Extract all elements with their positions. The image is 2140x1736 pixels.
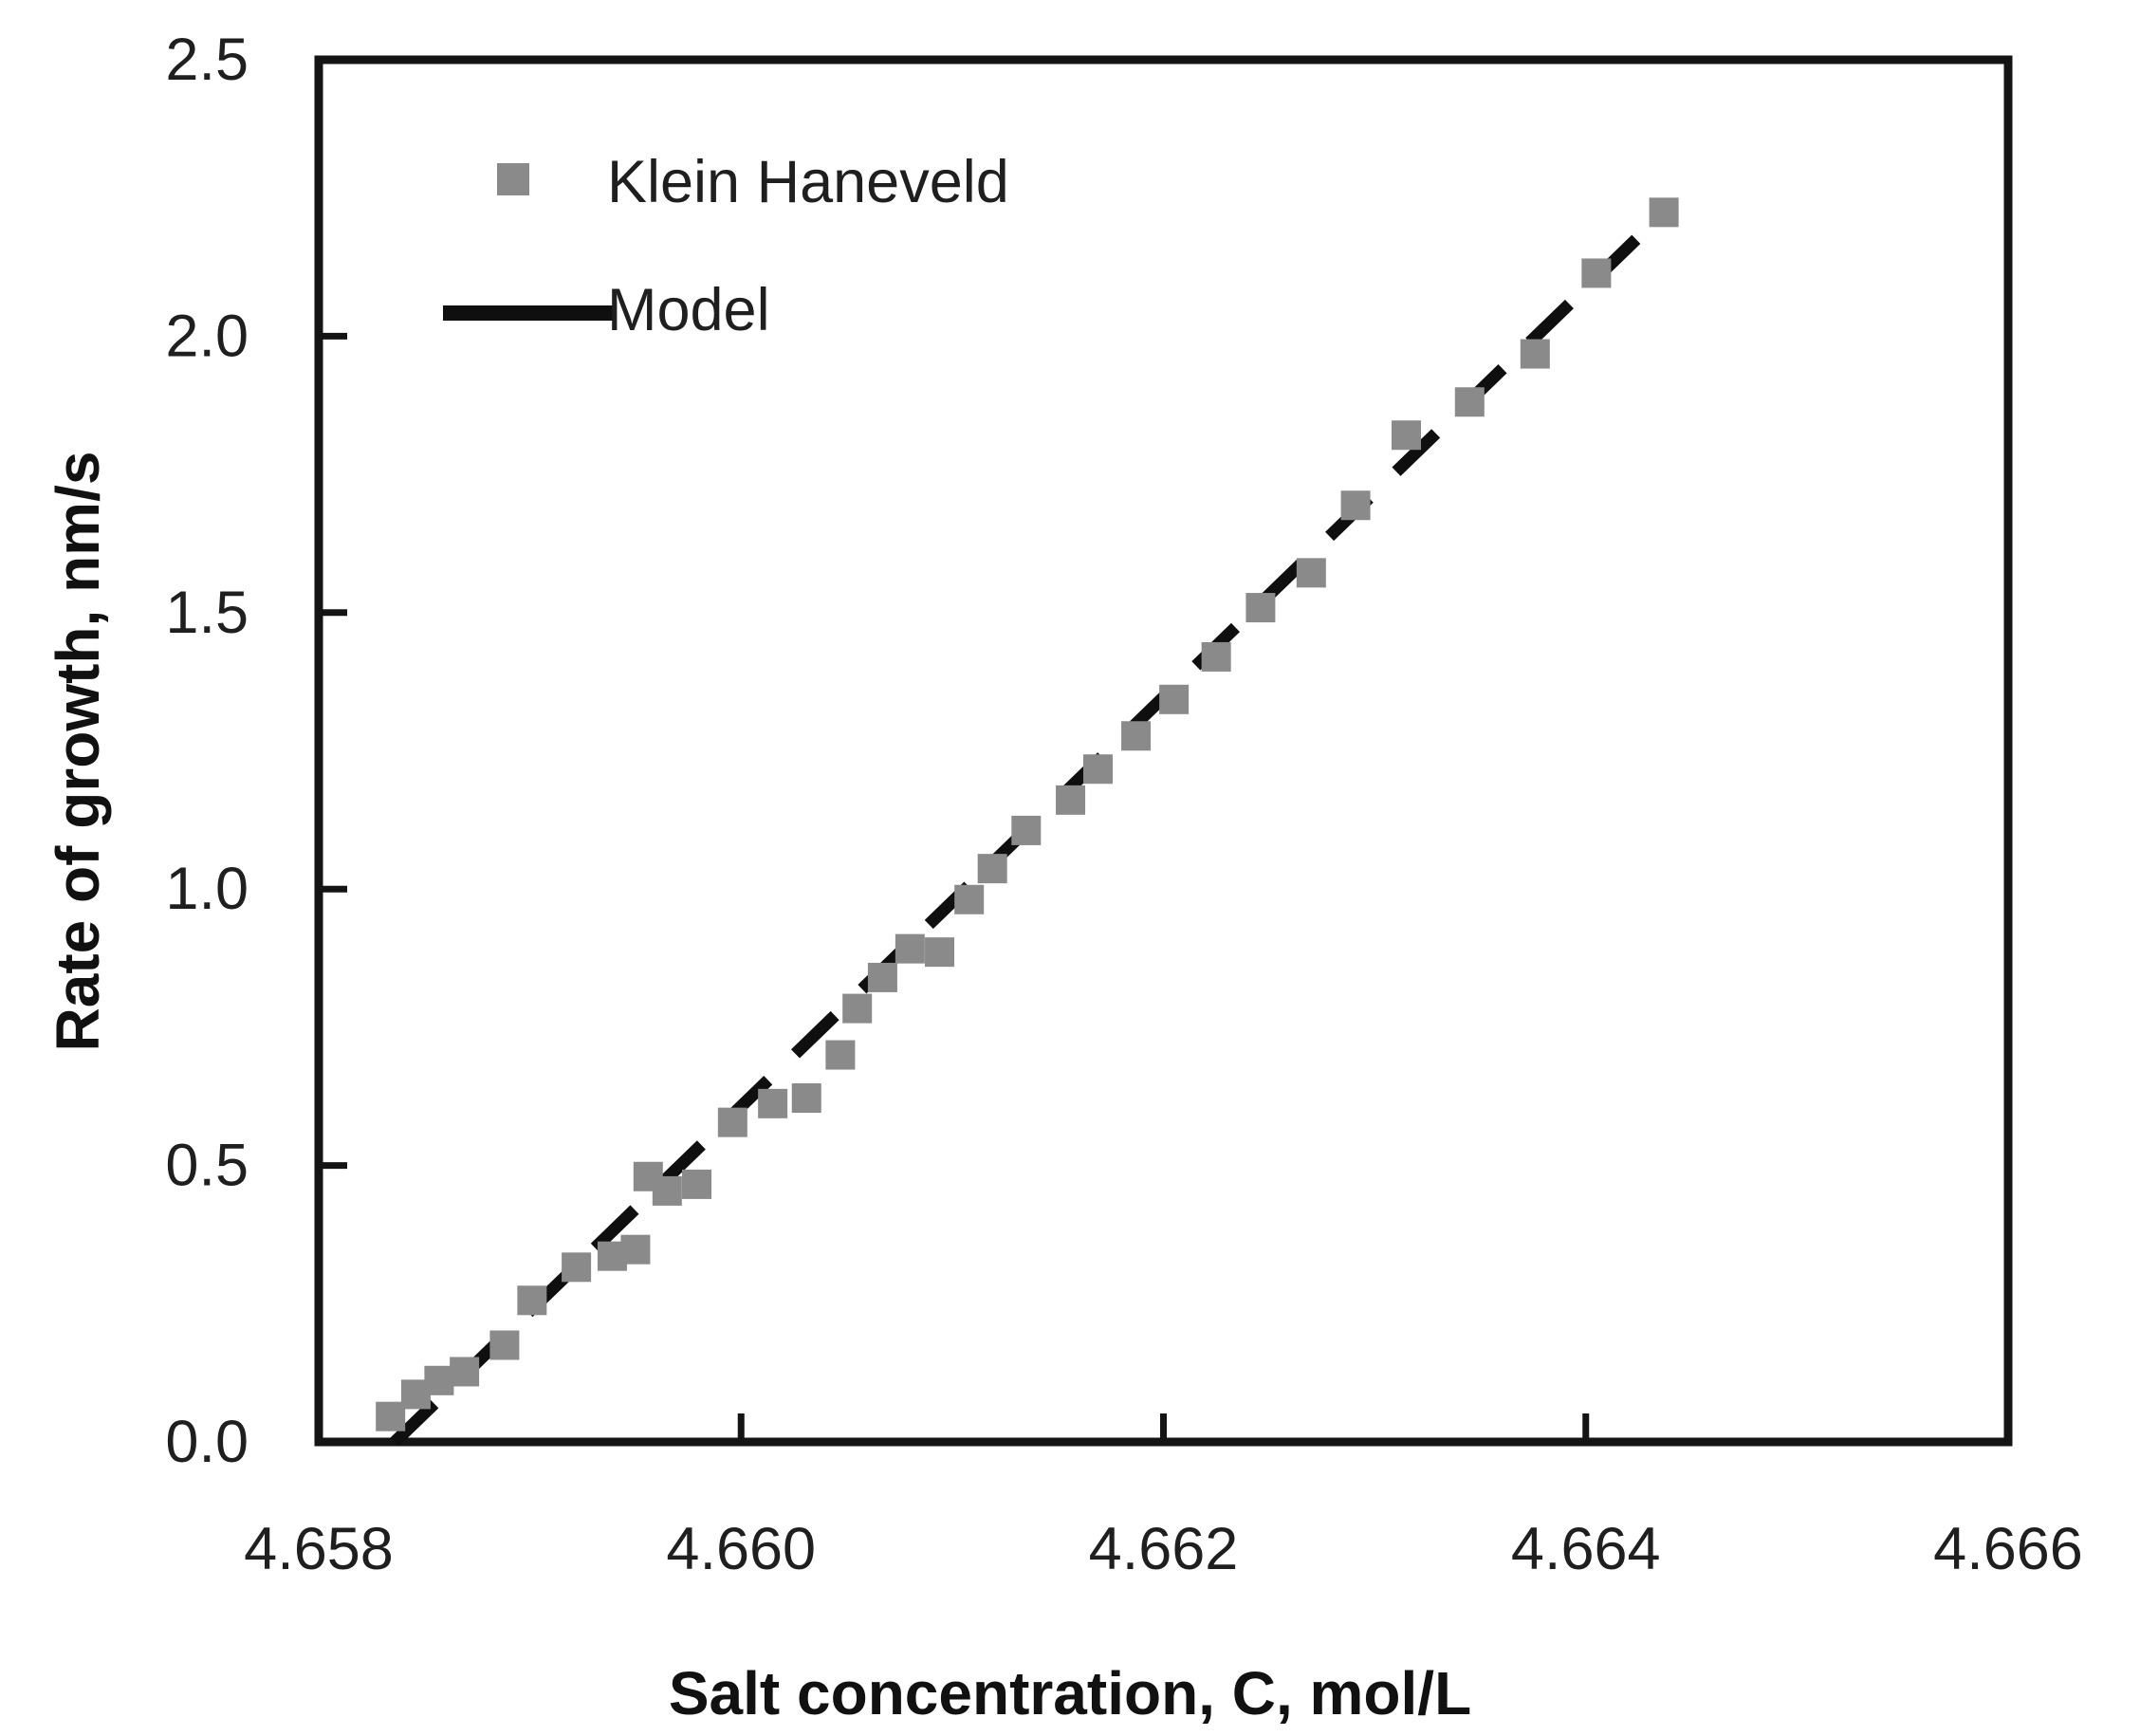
y-tick-label: 0.5 [165,1133,249,1199]
x-axis-tick-labels: 4.658 4.660 4.662 4.664 4.666 [244,1516,2083,1582]
legend-label-klein-haneveld: Klein Haneveld [607,149,1009,215]
data-point-marker [1392,420,1422,451]
data-point-marker [1121,721,1152,751]
x-axis-ticks [737,1413,1590,1438]
data-point-marker [1340,490,1371,521]
scatter-series [376,197,1679,1431]
data-point-marker [1520,339,1550,369]
data-point-marker [954,884,985,914]
data-point-marker [1159,684,1190,714]
data-point-marker [825,1040,856,1070]
data-point-marker [791,1082,821,1113]
data-point-marker [1011,815,1042,845]
data-point-marker [925,937,955,968]
y-axis-ticks [323,332,347,1170]
data-point-marker [1454,387,1485,417]
data-point-marker [620,1234,651,1265]
x-tick-label: 4.666 [1933,1516,2083,1582]
legend-label-model: Model [607,277,770,343]
data-point-marker [1296,558,1326,588]
data-point-marker [681,1169,711,1199]
x-tick-label: 4.662 [1089,1516,1239,1582]
x-tick-label: 4.664 [1511,1516,1661,1582]
data-point-marker [842,993,873,1024]
data-point-marker [895,933,925,964]
y-tick-label: 1.5 [165,580,249,646]
data-point-marker [1056,785,1086,815]
data-point-marker [977,854,1007,884]
y-axis-tick-labels: 0.0 0.5 1.0 1.5 2.0 2.5 [165,27,249,1475]
data-point-marker [450,1357,480,1387]
x-axis-title: Salt concentration, C, mol/L [669,1659,1471,1727]
data-point-marker [1581,258,1612,288]
data-point-marker [489,1330,520,1360]
data-point-marker [652,1175,682,1206]
data-point-marker [867,962,897,992]
data-point-marker [717,1107,747,1137]
data-point-marker [1245,593,1276,623]
data-point-marker [376,1401,406,1431]
legend: Klein Haneveld Model [443,149,1009,343]
y-axis-title: Rate of growth, nm/s [44,452,112,1052]
data-point-marker [562,1252,592,1283]
data-point-marker [1649,197,1679,228]
y-tick-label: 1.0 [165,856,249,922]
data-point-marker [517,1285,547,1316]
y-tick-label: 2.5 [165,27,249,93]
data-point-marker [758,1088,788,1118]
data-point-marker [424,1365,454,1395]
data-point-marker [1201,641,1231,672]
y-tick-label: 0.0 [165,1409,249,1475]
x-tick-label: 4.660 [666,1516,816,1582]
plot-area-border [314,55,2013,1447]
legend-scatter-marker-swatch [497,163,529,195]
x-tick-label: 4.658 [244,1516,394,1582]
y-tick-label: 2.0 [165,303,249,369]
data-point-marker [1082,754,1113,785]
